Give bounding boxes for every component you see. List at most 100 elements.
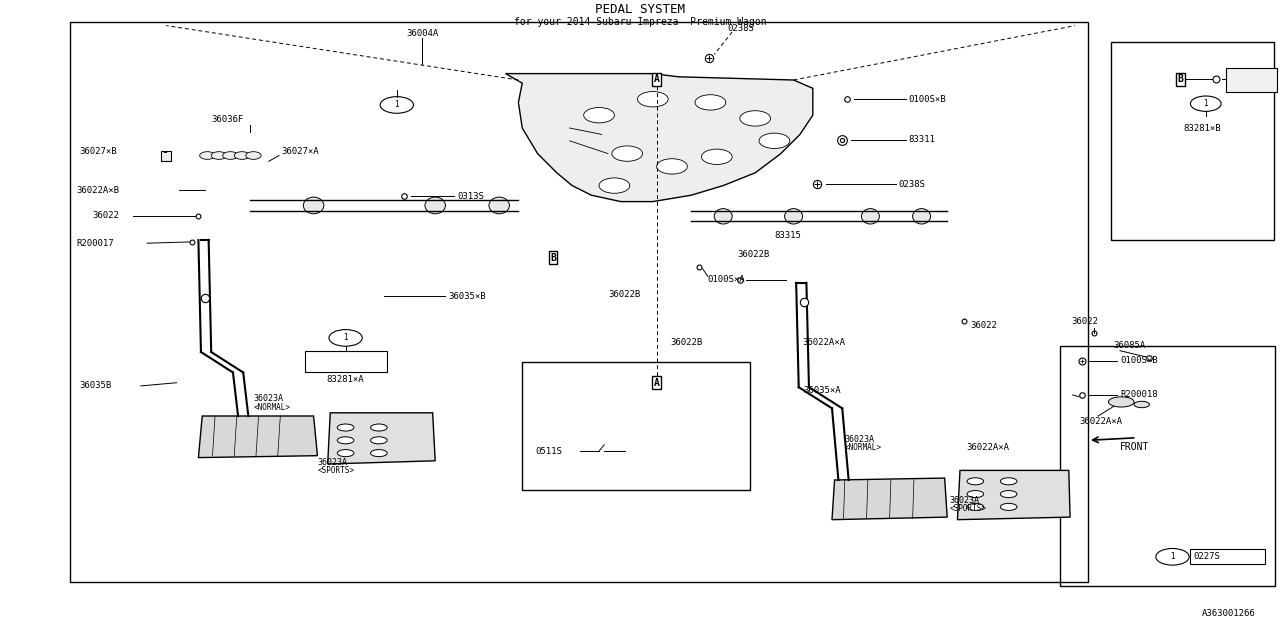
Text: PEDAL SYSTEM: PEDAL SYSTEM (595, 3, 685, 16)
Bar (305, 351, 387, 372)
Ellipse shape (861, 209, 879, 224)
Text: 0100S×B: 0100S×B (1120, 356, 1157, 365)
Bar (1190, 549, 1265, 564)
Text: 36022B: 36022B (737, 250, 769, 259)
Text: B: B (1178, 74, 1183, 84)
Text: R200017: R200017 (77, 239, 114, 248)
Text: 0238S: 0238S (899, 180, 925, 189)
Text: 36022: 36022 (92, 211, 119, 220)
Text: 83281×B: 83281×B (1183, 124, 1221, 132)
Ellipse shape (913, 209, 931, 224)
Ellipse shape (1108, 397, 1134, 407)
Text: 0100S×B: 0100S×B (909, 95, 946, 104)
Ellipse shape (371, 449, 388, 457)
Text: 1: 1 (343, 333, 348, 342)
Text: A: A (654, 74, 659, 84)
Bar (1111, 42, 1274, 240)
Ellipse shape (338, 436, 355, 444)
Text: 36022A×A: 36022A×A (966, 444, 1010, 452)
Circle shape (200, 152, 215, 159)
Text: 36035×A: 36035×A (804, 386, 841, 395)
Text: <NORMAL>: <NORMAL> (845, 444, 882, 452)
Text: 36022: 36022 (970, 321, 997, 330)
Ellipse shape (425, 197, 445, 214)
Circle shape (701, 149, 732, 164)
Ellipse shape (1001, 503, 1018, 511)
Text: R200018: R200018 (1120, 390, 1157, 399)
Circle shape (246, 152, 261, 159)
Circle shape (234, 152, 250, 159)
Text: 36035×B: 36035×B (448, 292, 485, 301)
Polygon shape (832, 478, 947, 520)
Bar (522, 362, 750, 490)
Circle shape (1156, 548, 1189, 565)
Text: 83315: 83315 (774, 231, 801, 240)
Text: 36085A: 36085A (1114, 341, 1146, 350)
Text: 36023A: 36023A (253, 394, 283, 403)
Ellipse shape (303, 197, 324, 214)
Text: B: B (550, 253, 556, 263)
Text: <SPORTS>: <SPORTS> (317, 466, 355, 475)
Text: 36023A: 36023A (950, 496, 979, 505)
Text: 0238S: 0238S (727, 24, 754, 33)
Circle shape (695, 95, 726, 110)
Ellipse shape (489, 197, 509, 214)
Polygon shape (506, 74, 813, 202)
Circle shape (380, 97, 413, 113)
Polygon shape (328, 413, 435, 464)
Ellipse shape (968, 477, 984, 485)
Circle shape (1190, 96, 1221, 111)
Circle shape (211, 152, 227, 159)
Text: 36022A×B: 36022A×B (77, 186, 120, 195)
Text: 0511S: 0511S (535, 447, 562, 456)
Ellipse shape (338, 449, 355, 457)
Ellipse shape (1001, 477, 1018, 485)
Bar (70, 22, 1088, 582)
Text: FRONT: FRONT (1120, 442, 1149, 452)
Text: <SPORTS>: <SPORTS> (950, 504, 987, 513)
Polygon shape (957, 470, 1070, 520)
Text: 36022B: 36022B (671, 338, 703, 347)
Text: 36036F: 36036F (211, 115, 244, 124)
Ellipse shape (785, 209, 803, 224)
Circle shape (329, 330, 362, 346)
Circle shape (223, 152, 238, 159)
Text: <NORMAL>: <NORMAL> (253, 403, 291, 412)
Text: 36023A: 36023A (845, 435, 874, 444)
Text: 1: 1 (1170, 552, 1175, 561)
Circle shape (599, 178, 630, 193)
Text: for your 2014 Subaru Impreza  Premium Wagon: for your 2014 Subaru Impreza Premium Wag… (513, 17, 767, 28)
Circle shape (612, 146, 643, 161)
Circle shape (759, 133, 790, 148)
Text: 36022B: 36022B (608, 290, 640, 299)
Text: 36027×B: 36027×B (79, 147, 116, 156)
Text: 36022A×A: 36022A×A (1079, 417, 1123, 426)
Text: 1: 1 (394, 100, 399, 109)
Text: A: A (654, 378, 659, 388)
Text: A363001266: A363001266 (1202, 609, 1256, 618)
Text: 36035B: 36035B (79, 381, 111, 390)
Text: 36022: 36022 (1071, 317, 1098, 326)
Text: 1: 1 (1203, 99, 1208, 108)
Text: 0227S: 0227S (1193, 552, 1220, 561)
Circle shape (740, 111, 771, 126)
Circle shape (584, 108, 614, 123)
Bar (1060, 346, 1275, 586)
Text: 36004A: 36004A (406, 29, 439, 38)
Bar (1226, 68, 1277, 92)
Text: 36022A×A: 36022A×A (803, 338, 846, 347)
Ellipse shape (714, 209, 732, 224)
Ellipse shape (371, 436, 388, 444)
Ellipse shape (968, 490, 984, 498)
Ellipse shape (968, 503, 984, 511)
Text: 36023A: 36023A (317, 458, 347, 467)
Text: 83311: 83311 (909, 135, 936, 144)
Text: 0313S: 0313S (457, 192, 484, 201)
Ellipse shape (1001, 490, 1018, 498)
Text: 83281×A: 83281×A (326, 375, 365, 384)
Circle shape (657, 159, 687, 174)
Polygon shape (198, 416, 317, 458)
Circle shape (637, 92, 668, 107)
Ellipse shape (1134, 401, 1149, 408)
Ellipse shape (371, 424, 388, 431)
